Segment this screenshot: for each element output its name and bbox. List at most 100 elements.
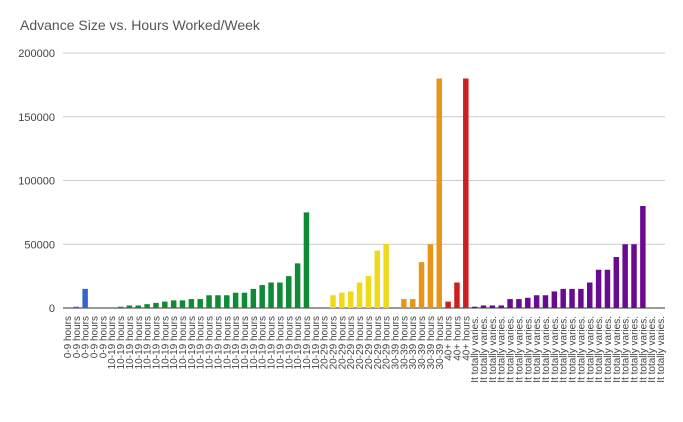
x-tick-label: It totally varies. <box>621 316 632 383</box>
bar <box>82 288 88 308</box>
bar <box>268 282 274 308</box>
x-tick-label: It totally varies. <box>506 316 517 383</box>
bar <box>162 301 168 308</box>
bar <box>374 250 381 308</box>
bar <box>206 295 212 308</box>
bar <box>463 78 469 308</box>
x-tick-label: 10-19 hours <box>267 316 278 369</box>
bar <box>516 299 522 308</box>
bar <box>179 300 186 308</box>
x-tick-label: It totally varies. <box>638 316 649 383</box>
bar <box>126 305 133 308</box>
x-tick-label: 30-39 hours <box>399 316 410 369</box>
y-tick-label: 100000 <box>18 176 55 188</box>
y-tick-label: 200000 <box>18 48 55 60</box>
bar <box>277 282 283 308</box>
x-tick-label: 10-19 hours <box>143 316 154 369</box>
x-tick-label: It totally varies. <box>630 316 641 383</box>
x-tick-label: 30-39 hours <box>426 316 437 369</box>
x-tick-label: It totally varies. <box>523 316 534 383</box>
chart-title: Advance Size vs. Hours Worked/Week <box>20 17 260 33</box>
x-tick-label: It totally varies. <box>603 316 614 383</box>
x-tick-label: 10-19 hours <box>302 316 313 369</box>
bar <box>294 263 301 308</box>
bar <box>356 282 363 308</box>
x-tick-label: 20-29 hours <box>346 316 357 369</box>
x-tick-label: It totally varies. <box>532 316 543 383</box>
bar <box>170 300 177 308</box>
x-tick-label: 20-29 hours <box>364 316 375 369</box>
x-tick-label: It totally varies. <box>541 316 552 383</box>
x-tick-label: 10-19 hours <box>169 316 180 369</box>
x-tick-label: 10-19 hours <box>240 316 251 369</box>
bar <box>498 305 504 308</box>
x-tick-label: 20-29 hours <box>382 316 393 369</box>
x-tick-label: It totally varies. <box>576 316 587 383</box>
x-tick-label: 20-29 hours <box>373 316 384 369</box>
bar <box>613 257 620 308</box>
x-tick-label: 10-19 hours <box>205 316 216 369</box>
x-tick-label: 10-19 hours <box>116 316 127 369</box>
x-tick-label: 20-29 hours <box>337 316 348 369</box>
bar <box>640 206 646 308</box>
x-tick-label: 10-19 hours <box>160 316 171 369</box>
bar <box>471 306 478 308</box>
x-tick-label: 20-29 hours <box>320 316 331 369</box>
y-tick-label: 150000 <box>18 112 55 124</box>
bar <box>489 305 496 308</box>
x-tick-label: It totally varies. <box>568 316 579 383</box>
bar <box>259 285 265 308</box>
bar <box>215 295 221 308</box>
bar <box>365 276 372 308</box>
x-tick-label: It totally varies. <box>550 316 561 383</box>
bar <box>631 244 637 308</box>
bar <box>383 244 389 308</box>
bar <box>73 306 80 308</box>
bar <box>347 291 354 308</box>
x-tick-label: 10-19 hours <box>213 316 224 369</box>
x-tick-label: 0-9 hours <box>98 316 109 358</box>
x-tick-label: 0-9 hours <box>89 316 100 358</box>
bar <box>250 288 257 308</box>
bar <box>525 297 531 308</box>
bar <box>330 295 336 308</box>
bar <box>560 288 566 308</box>
bar <box>286 276 292 308</box>
bar <box>445 301 451 308</box>
x-tick-label: 10-19 hours <box>196 316 207 369</box>
x-tick-label: It totally varies. <box>594 316 605 383</box>
bar <box>144 304 150 308</box>
x-tick-label: 30-39 hours <box>417 316 428 369</box>
x-tick-label: 10-19 hours <box>125 316 136 369</box>
bar <box>224 295 230 308</box>
x-tick-label: 10-19 hours <box>311 316 322 369</box>
x-tick-label: 10-19 hours <box>249 316 260 369</box>
x-tick-label: 10-19 hours <box>275 316 286 369</box>
bar <box>578 288 584 308</box>
x-tick-label: 20-29 hours <box>355 316 366 369</box>
bar <box>418 262 425 308</box>
x-tick-label: 0-9 hours <box>63 316 74 358</box>
x-tick-label: 30-39 hours <box>408 316 419 369</box>
x-tick-label: It totally varies. <box>585 316 596 383</box>
bar <box>339 292 345 308</box>
x-tick-label: 10-19 hours <box>134 316 145 369</box>
bar <box>551 291 558 308</box>
bar <box>153 302 159 308</box>
x-tick-label: 30-39 hours <box>390 316 401 369</box>
bar <box>135 305 141 308</box>
x-tick-label: It totally varies. <box>559 316 570 383</box>
x-tick-label: 10-19 hours <box>178 316 189 369</box>
x-tick-label: It totally varies. <box>488 316 499 383</box>
bar <box>507 299 513 308</box>
x-tick-label: It totally varies. <box>647 316 658 383</box>
x-tick-label: 30-39 hours <box>435 316 446 369</box>
bar <box>232 292 239 308</box>
x-tick-label: 40+ hours <box>452 316 463 361</box>
bar <box>436 78 442 308</box>
bar <box>542 295 549 308</box>
bar <box>454 282 460 308</box>
x-tick-label: It totally varies. <box>514 316 525 383</box>
x-tick-label: 10-19 hours <box>222 316 233 369</box>
